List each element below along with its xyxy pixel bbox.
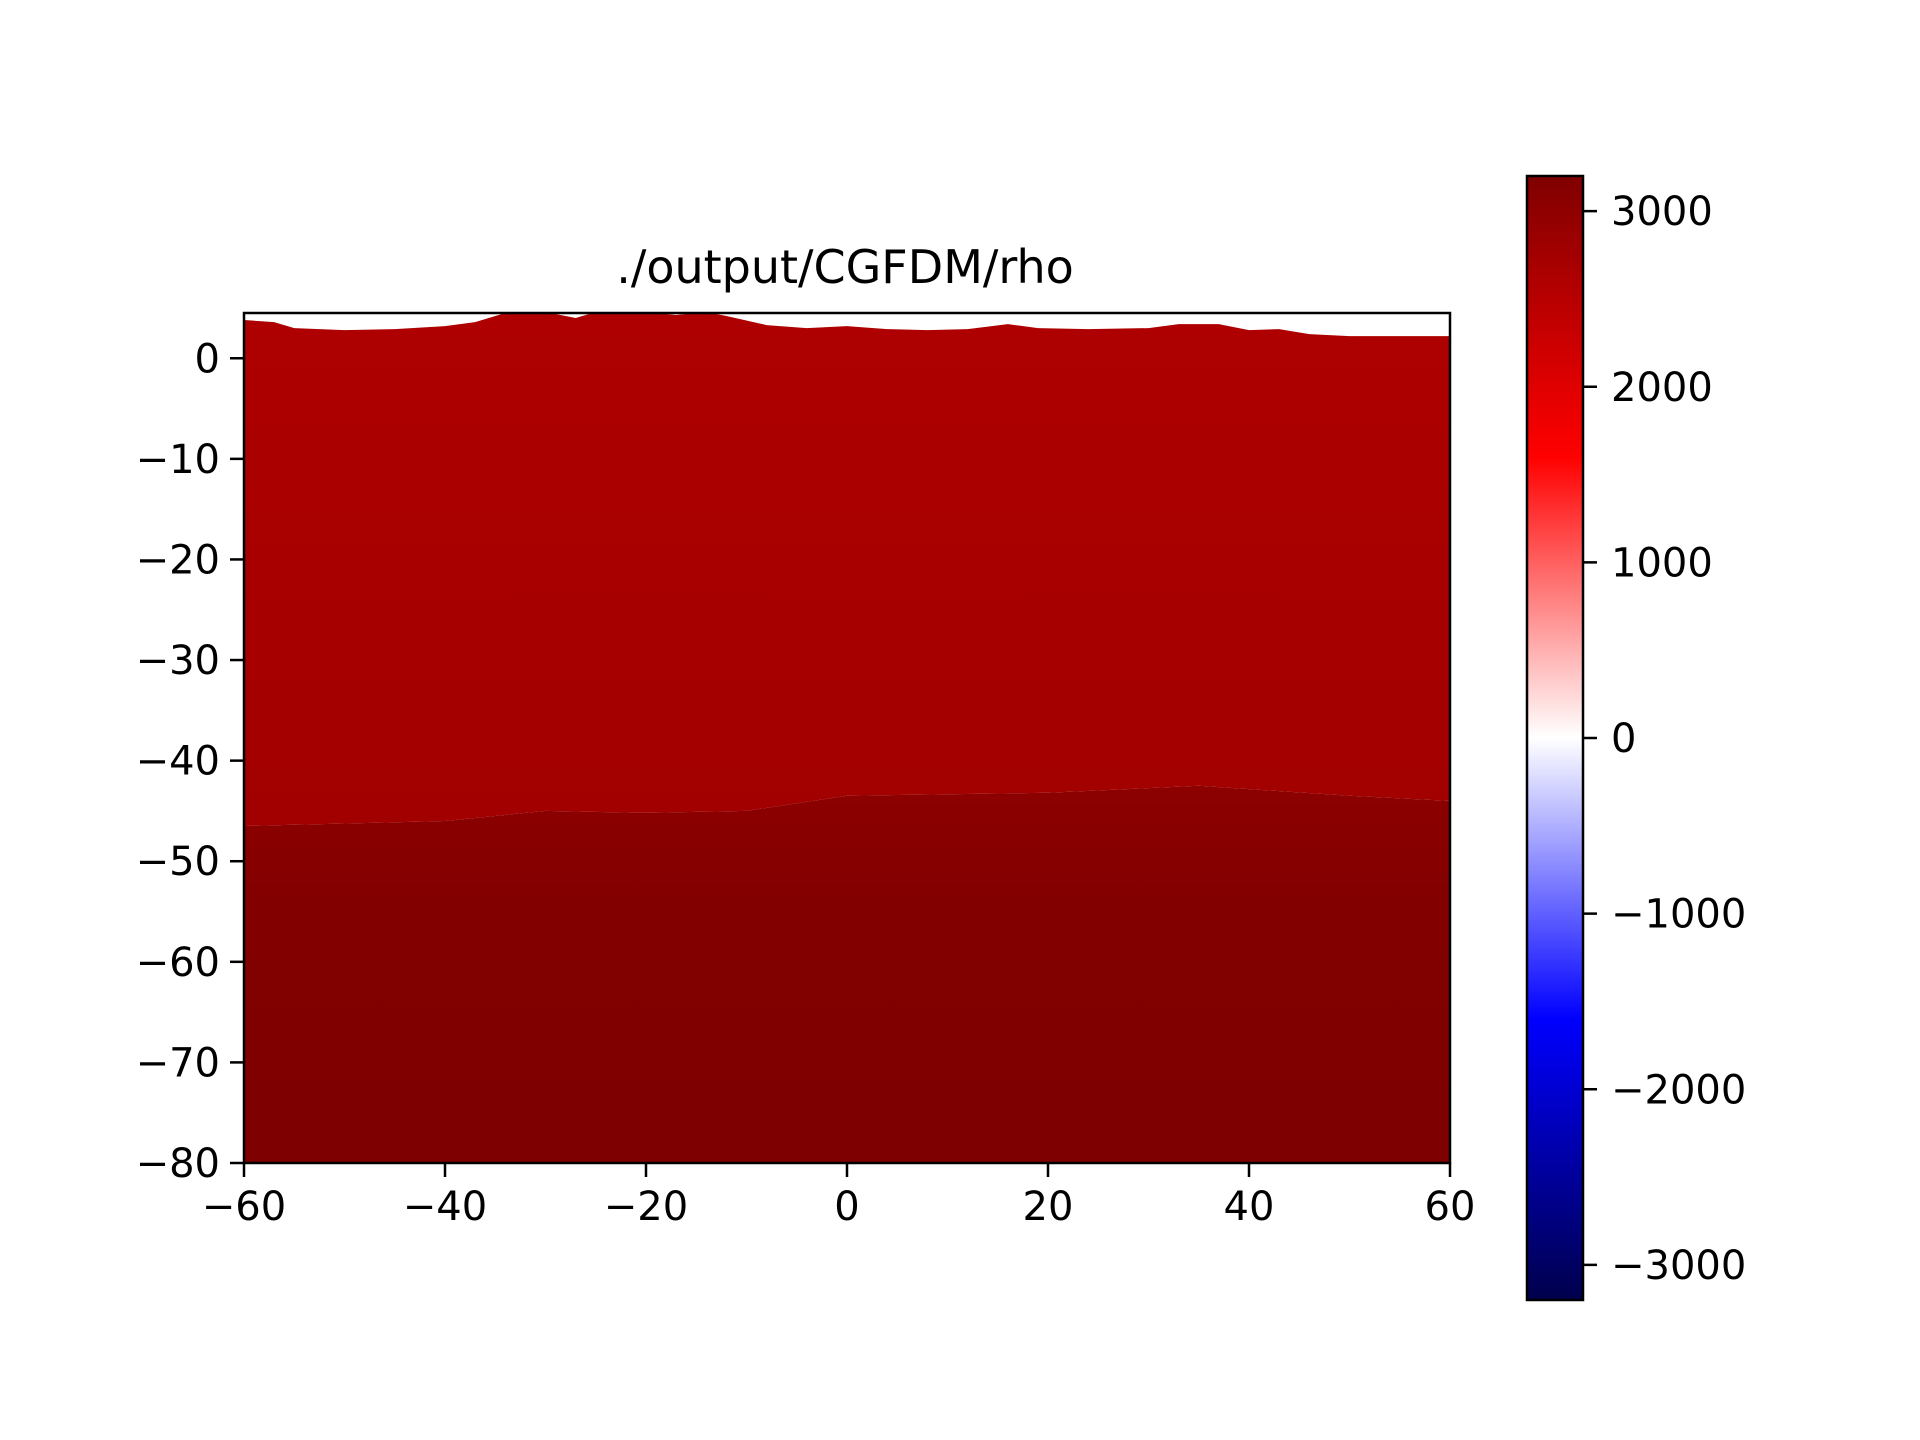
x-tick-label: −20 xyxy=(604,1184,688,1230)
x-tick-label: −60 xyxy=(202,1184,286,1230)
x-tick-label: 0 xyxy=(834,1184,859,1230)
y-tick-label: 0 xyxy=(195,336,220,382)
colorbar-tick-label: 0 xyxy=(1611,716,1636,762)
colorbar-tick-label: 1000 xyxy=(1611,540,1713,586)
x-tick-label: 20 xyxy=(1023,1184,1074,1230)
y-tick-label: −40 xyxy=(136,739,220,785)
colorbar-gradient xyxy=(1525,174,1585,1302)
colorbar-tick-label: 3000 xyxy=(1611,189,1713,235)
chart-title: ./output/CGFDM/rho xyxy=(616,240,1074,294)
colorbar-tick-label: 2000 xyxy=(1611,365,1713,411)
y-axis: 0 −10 −20 −30 −40 −50 −60 −70 −80 xyxy=(136,336,244,1187)
colorbar-tick-label: −3000 xyxy=(1611,1243,1746,1289)
y-tick-label: −20 xyxy=(136,537,220,583)
y-tick-label: −30 xyxy=(136,638,220,684)
colorbar-tick-label: −2000 xyxy=(1611,1067,1746,1113)
x-tick-label: 60 xyxy=(1425,1184,1476,1230)
lower-crust-layer xyxy=(244,785,1450,1163)
y-tick-label: −10 xyxy=(136,437,220,483)
y-tick-label: −70 xyxy=(136,1040,220,1086)
y-tick-label: −60 xyxy=(136,940,220,986)
colorbar-ticks: 3000 2000 1000 0 −1000 −2000 −3000 xyxy=(1583,189,1746,1289)
x-tick-label: −40 xyxy=(403,1184,487,1230)
x-axis: −60 −40 −20 0 20 40 60 xyxy=(202,1163,1476,1230)
upper-crust-layer xyxy=(244,312,1450,826)
x-tick-label: 40 xyxy=(1224,1184,1275,1230)
plot-area xyxy=(242,311,1452,1165)
y-tick-label: −50 xyxy=(136,839,220,885)
colorbar-tick-label: −1000 xyxy=(1611,892,1746,938)
y-tick-label: −80 xyxy=(136,1141,220,1187)
colorbar: 3000 2000 1000 0 −1000 −2000 −3000 xyxy=(1525,174,1746,1302)
